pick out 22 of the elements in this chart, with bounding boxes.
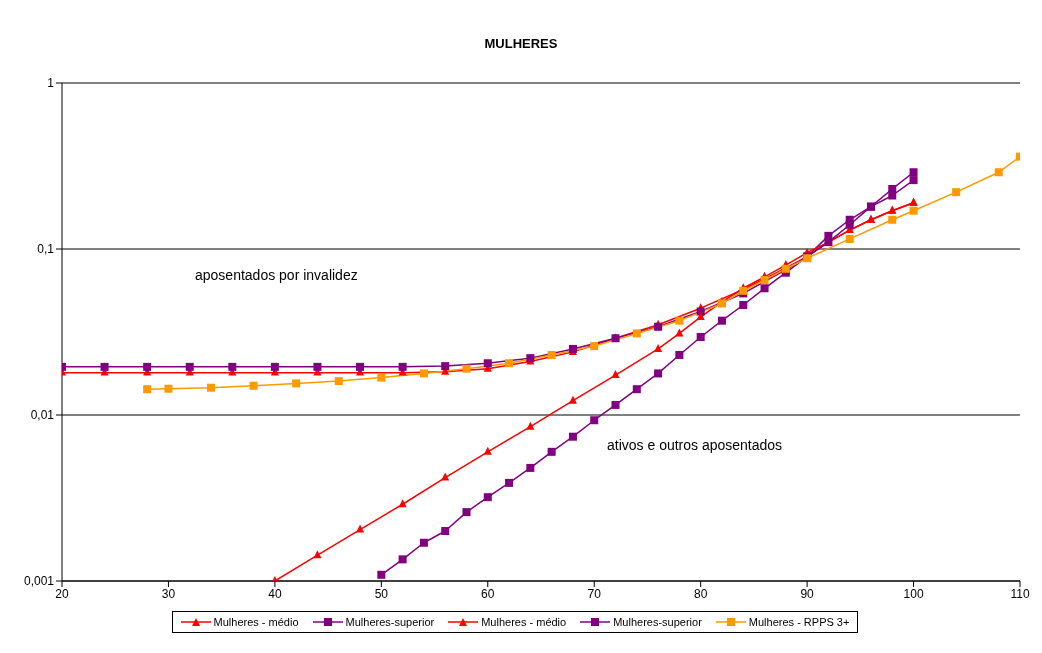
y-tick-label: 0,001 <box>23 574 55 589</box>
x-tick-label: 110 <box>1010 586 1030 601</box>
x-tick-label: 80 <box>693 586 708 601</box>
legend-label: Mulheres-superior <box>613 616 702 628</box>
legend-label: Mulheres-superior <box>345 616 435 628</box>
chart-title: MULHERES <box>483 36 559 51</box>
x-tick-label: 50 <box>374 586 389 601</box>
y-tick-label: 1 <box>47 76 55 91</box>
x-tick-label: 90 <box>800 586 815 601</box>
x-tick-label: 20 <box>55 586 69 601</box>
annotation: ativos e outros aposentados <box>607 437 783 453</box>
x-tick-label: 30 <box>161 586 176 601</box>
legend-label: Mulheres - médio <box>213 616 299 628</box>
legend-label: Mulheres - RPPS 3+ <box>748 616 850 628</box>
x-tick-label: 40 <box>268 586 282 601</box>
legend-label: Mulheres - médio <box>481 616 567 628</box>
x-tick-label: 70 <box>587 586 602 601</box>
y-tick-label: 0,01 <box>30 408 55 423</box>
x-tick-label: 60 <box>481 586 495 601</box>
x-tick-label: 100 <box>903 586 924 601</box>
y-tick-label: 0,1 <box>37 242 55 257</box>
annotation: aposentados por invalidez <box>195 267 358 283</box>
